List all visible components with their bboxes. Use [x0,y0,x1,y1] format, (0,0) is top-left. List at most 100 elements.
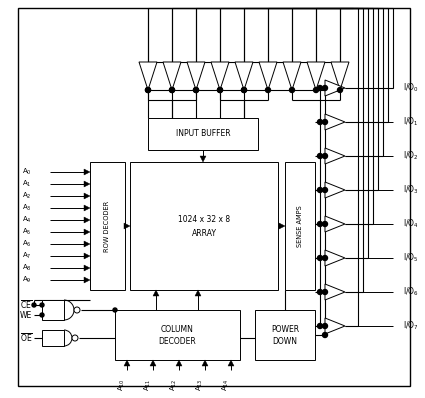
Text: I/O$_5$: I/O$_5$ [403,252,419,264]
Polygon shape [259,62,277,90]
Circle shape [40,313,44,317]
Circle shape [317,324,323,328]
Bar [90,162,125,290]
Text: A$_0$: A$_0$ [22,167,32,177]
Text: $\overline{\rm CE}$: $\overline{\rm CE}$ [20,299,32,311]
Text: I/O$_0$: I/O$_0$ [403,82,419,94]
Circle shape [170,88,175,92]
Text: A$_1$: A$_1$ [22,179,31,189]
Bar [148,118,258,150]
Polygon shape [235,62,253,90]
Polygon shape [84,229,90,235]
Circle shape [314,88,318,92]
Circle shape [170,88,175,92]
Polygon shape [195,290,201,296]
Circle shape [323,289,328,295]
Circle shape [289,88,295,92]
Polygon shape [139,62,157,90]
Text: $\overline{\rm OE}$: $\overline{\rm OE}$ [20,332,33,344]
Circle shape [218,88,223,92]
Circle shape [323,324,328,328]
Circle shape [323,86,328,90]
Bar [285,162,315,290]
Circle shape [323,119,328,125]
Polygon shape [202,360,208,366]
Polygon shape [84,181,90,187]
Circle shape [145,88,150,92]
Polygon shape [84,277,90,283]
Polygon shape [307,62,325,90]
Circle shape [241,88,246,92]
Text: A$_{14}$: A$_{14}$ [221,378,231,391]
Text: COLUMN: COLUMN [161,324,193,334]
Circle shape [74,307,80,313]
Polygon shape [325,148,345,164]
Text: A$_5$: A$_5$ [22,227,31,237]
Polygon shape [211,62,229,90]
Circle shape [241,88,246,92]
Circle shape [317,187,323,193]
Bar [42,300,64,320]
Polygon shape [228,360,234,366]
Text: A$_{11}$: A$_{11}$ [143,379,153,391]
Text: A$_{10}$: A$_{10}$ [117,378,127,391]
Polygon shape [84,193,90,199]
Text: ARRAY: ARRAY [192,230,216,238]
Circle shape [317,119,323,125]
Circle shape [317,154,323,158]
Bar [130,162,278,290]
Circle shape [193,88,198,92]
Circle shape [323,222,328,226]
Text: WE: WE [20,310,32,320]
Circle shape [72,335,78,341]
Text: INPUT BUFFER: INPUT BUFFER [176,129,230,139]
Text: SENSE AMPS: SENSE AMPS [297,205,303,247]
Circle shape [323,256,328,261]
Polygon shape [163,62,181,90]
Polygon shape [200,156,206,162]
Circle shape [113,308,117,312]
Polygon shape [325,284,345,300]
Polygon shape [84,205,90,211]
Text: DECODER: DECODER [158,338,196,347]
Circle shape [323,187,328,193]
Circle shape [323,154,328,158]
Circle shape [317,86,323,90]
Text: I/O$_3$: I/O$_3$ [403,184,419,196]
Text: A$_3$: A$_3$ [22,203,31,213]
Polygon shape [325,250,345,266]
Circle shape [317,289,323,295]
Text: DOWN: DOWN [272,338,298,347]
Text: A$_{12}$: A$_{12}$ [169,378,179,391]
Polygon shape [84,169,90,175]
Polygon shape [325,216,345,232]
Text: A$_2$: A$_2$ [22,191,31,201]
Text: POWER: POWER [271,324,299,334]
Circle shape [40,303,44,307]
Polygon shape [84,265,90,271]
Text: I/O$_4$: I/O$_4$ [403,218,419,230]
Bar [115,310,240,360]
Bar [42,330,64,346]
Circle shape [218,88,223,92]
Polygon shape [325,80,345,96]
Circle shape [145,88,150,92]
Polygon shape [124,223,130,229]
Text: I/O$_1$: I/O$_1$ [403,116,419,128]
Polygon shape [150,360,156,366]
Text: A$_6$: A$_6$ [22,239,32,249]
Polygon shape [84,217,90,223]
Text: A$_9$: A$_9$ [22,275,31,285]
Text: A$_7$: A$_7$ [22,251,31,261]
Text: I/O$_7$: I/O$_7$ [403,320,419,332]
Polygon shape [283,62,301,90]
Circle shape [193,88,198,92]
Polygon shape [84,253,90,259]
Circle shape [317,256,323,261]
Polygon shape [84,241,90,247]
Circle shape [317,222,323,226]
Text: A$_8$: A$_8$ [22,263,32,273]
Polygon shape [325,182,345,198]
Polygon shape [176,360,182,366]
Bar [255,310,315,360]
